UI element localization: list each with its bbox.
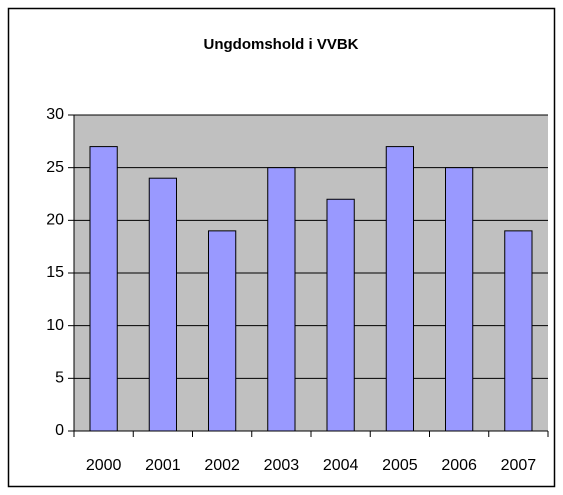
y-tick-label: 5 <box>55 370 64 387</box>
x-tick-label: 2004 <box>323 457 359 474</box>
x-tick-label: 2002 <box>204 457 240 474</box>
bar <box>89 146 118 432</box>
bar <box>148 177 178 432</box>
y-tick-label: 30 <box>46 106 64 123</box>
y-tick-label: 15 <box>46 264 64 281</box>
y-tick-label: 0 <box>55 422 64 439</box>
bar <box>267 167 296 432</box>
bar <box>207 230 237 432</box>
x-tick-label: 2007 <box>501 457 537 474</box>
x-tick-label: 2000 <box>86 457 122 474</box>
y-tick-label: 10 <box>46 317 64 334</box>
x-tick-label: 2003 <box>264 457 300 474</box>
x-tick-label: 2001 <box>145 457 181 474</box>
chart-title: Ungdomshold i VVBK <box>204 36 359 53</box>
y-tick-label: 20 <box>46 212 64 229</box>
x-tick-label: 2005 <box>382 457 418 474</box>
bar <box>504 230 533 432</box>
bar <box>326 198 355 432</box>
y-tick-label: 25 <box>46 159 64 176</box>
bar <box>444 167 474 432</box>
x-tick-label: 2006 <box>441 457 477 474</box>
bar <box>385 146 415 432</box>
